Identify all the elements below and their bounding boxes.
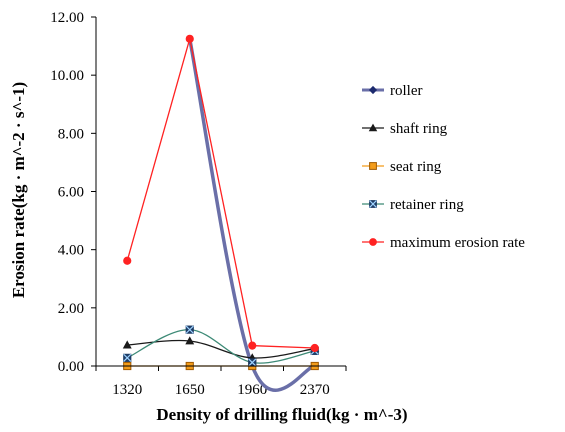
series-3 [123, 325, 319, 367]
legend-item: retainer ring [362, 197, 464, 213]
data-point-marker [123, 256, 132, 265]
y-axis-ticks: 0.00 2.00 4.00 6.00 8.00 10.00 12.00 [50, 10, 96, 375]
series-0 [188, 38, 316, 392]
data-point-marker [369, 200, 377, 208]
data-point-marker [368, 123, 378, 132]
data-point-marker [248, 358, 257, 367]
series-1 [122, 336, 320, 362]
y-tick-label: 4.00 [58, 243, 84, 259]
data-point-marker [123, 353, 132, 362]
y-tick-label: 10.00 [50, 68, 84, 84]
x-tick-label: 2370 [300, 382, 330, 398]
x-tick-label: 1650 [175, 382, 205, 398]
y-tick-label: 8.00 [58, 126, 84, 142]
y-tick-label: 0.00 [58, 359, 84, 375]
legend-label: shaft ring [390, 121, 448, 137]
data-point-marker [368, 85, 378, 95]
series-4 [123, 34, 319, 353]
x-tick-label: 1320 [112, 382, 142, 398]
data-point-marker [248, 341, 257, 350]
legend-item: seat ring [362, 159, 442, 175]
legend-item: roller [362, 83, 422, 99]
data-point-marker [310, 343, 319, 353]
data-point-marker [185, 325, 194, 334]
legend-label: roller [390, 83, 422, 99]
y-tick-label: 12.00 [50, 10, 84, 26]
data-point-marker [369, 238, 377, 246]
legend-label: retainer ring [390, 197, 464, 213]
series-line [126, 38, 315, 349]
data-point-marker [122, 340, 132, 349]
x-tick-label: 1960 [237, 382, 267, 398]
x-axis-title: Density of drilling fluid(kg · m^-3) [156, 405, 407, 424]
data-point-marker [185, 34, 194, 43]
series-line [126, 328, 315, 364]
legend-item: maximum erosion rate [362, 235, 525, 251]
legend-item: shaft ring [362, 121, 448, 137]
series-line [127, 339, 315, 359]
series-layer [122, 34, 320, 392]
y-axis-title: Erosion rate(kg · m^-2 · s^-1) [9, 82, 28, 298]
legend: roller shaft ring seat ring retainer ring ma… [362, 83, 525, 251]
data-point-marker [369, 162, 377, 170]
legend-label: seat ring [390, 159, 442, 175]
x-axis-ticks: 1320 1650 1960 2370 [95, 366, 347, 398]
y-tick-label: 6.00 [58, 185, 84, 201]
y-tick-label: 2.00 [58, 301, 84, 317]
legend-label: maximum erosion rate [390, 235, 525, 251]
series-line [188, 38, 316, 392]
data-point-marker [185, 336, 195, 345]
